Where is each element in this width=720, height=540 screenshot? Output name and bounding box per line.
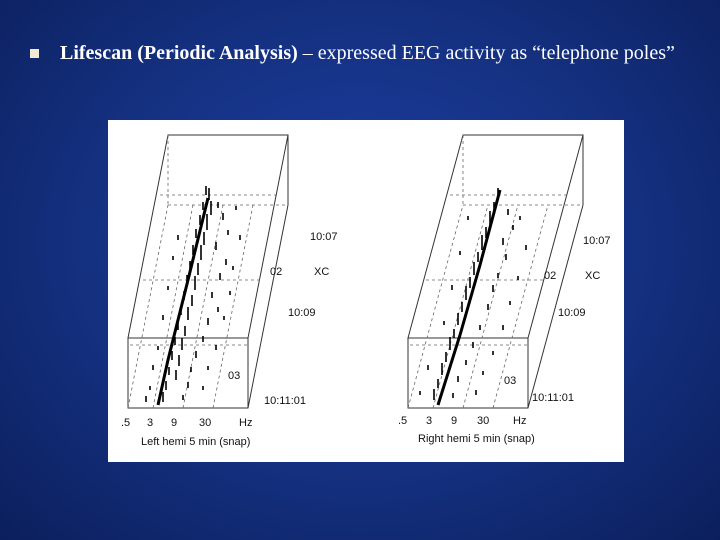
- left-x-unit: Hz: [239, 417, 252, 429]
- right-x-tick-4: 30: [477, 415, 489, 427]
- bullet-title: Lifescan (Periodic Analysis): [60, 42, 298, 64]
- bullet-description: – expressed EEG activity as “telephone p…: [297, 42, 675, 64]
- bullet-square-icon: [30, 49, 39, 58]
- left-x-tick-4: 30: [199, 417, 211, 429]
- left-epoch-label-1: 02: [270, 266, 282, 278]
- left-x-tick-1: .5: [121, 417, 130, 429]
- left-panel-spikes: [145, 186, 241, 402]
- bullet-text: Lifescan (Periodic Analysis) – expressed…: [60, 40, 690, 66]
- right-x-tick-3: 9: [451, 415, 457, 427]
- right-epoch-label-1: 02: [544, 270, 556, 282]
- right-x-tick-2: 3: [426, 415, 432, 427]
- right-panel-box: [407, 134, 584, 409]
- right-time-label-1: 10:07: [583, 235, 611, 247]
- left-marker-label: XC: [314, 266, 329, 278]
- right-panel-guides: [407, 135, 583, 409]
- left-panel-box: [127, 134, 289, 409]
- left-panel-ridge: [156, 197, 210, 406]
- right-panel-labels: 10:07 02 XC 10:09 03 10:11:01 .5 3 9 30 …: [398, 235, 611, 445]
- left-x-tick-2: 3: [147, 417, 153, 429]
- left-panel-labels: 10:07 02 XC 10:09 03 10:11:01 .5 3 9 30 …: [121, 231, 338, 448]
- right-panel-ridge: [436, 189, 502, 406]
- left-time-label-2: 10:09: [288, 307, 316, 319]
- right-marker-label: XC: [585, 270, 600, 282]
- left-panel-guides: [127, 135, 288, 409]
- right-x-tick-1: .5: [398, 415, 407, 427]
- right-panel-caption: Right hemi 5 min (snap): [418, 433, 535, 445]
- left-x-tick-3: 9: [171, 417, 177, 429]
- left-panel-caption: Left hemi 5 min (snap): [141, 436, 250, 448]
- left-epoch-label-2: 03: [228, 370, 240, 382]
- left-time-label-3: 10:11:01: [264, 395, 306, 407]
- left-time-label-1: 10:07: [310, 231, 338, 243]
- right-epoch-label-2: 03: [504, 375, 516, 387]
- right-time-label-2: 10:09: [558, 307, 586, 319]
- eeg-lifescan-figure: 10:07 02 XC 10:09 03 10:11:01 .5 3 9 30 …: [108, 120, 624, 462]
- eeg-lifescan-drawing: 10:07 02 XC 10:09 03 10:11:01 .5 3 9 30 …: [121, 134, 611, 448]
- right-time-label-3: 10:11:01: [532, 392, 574, 404]
- right-x-unit: Hz: [513, 415, 526, 427]
